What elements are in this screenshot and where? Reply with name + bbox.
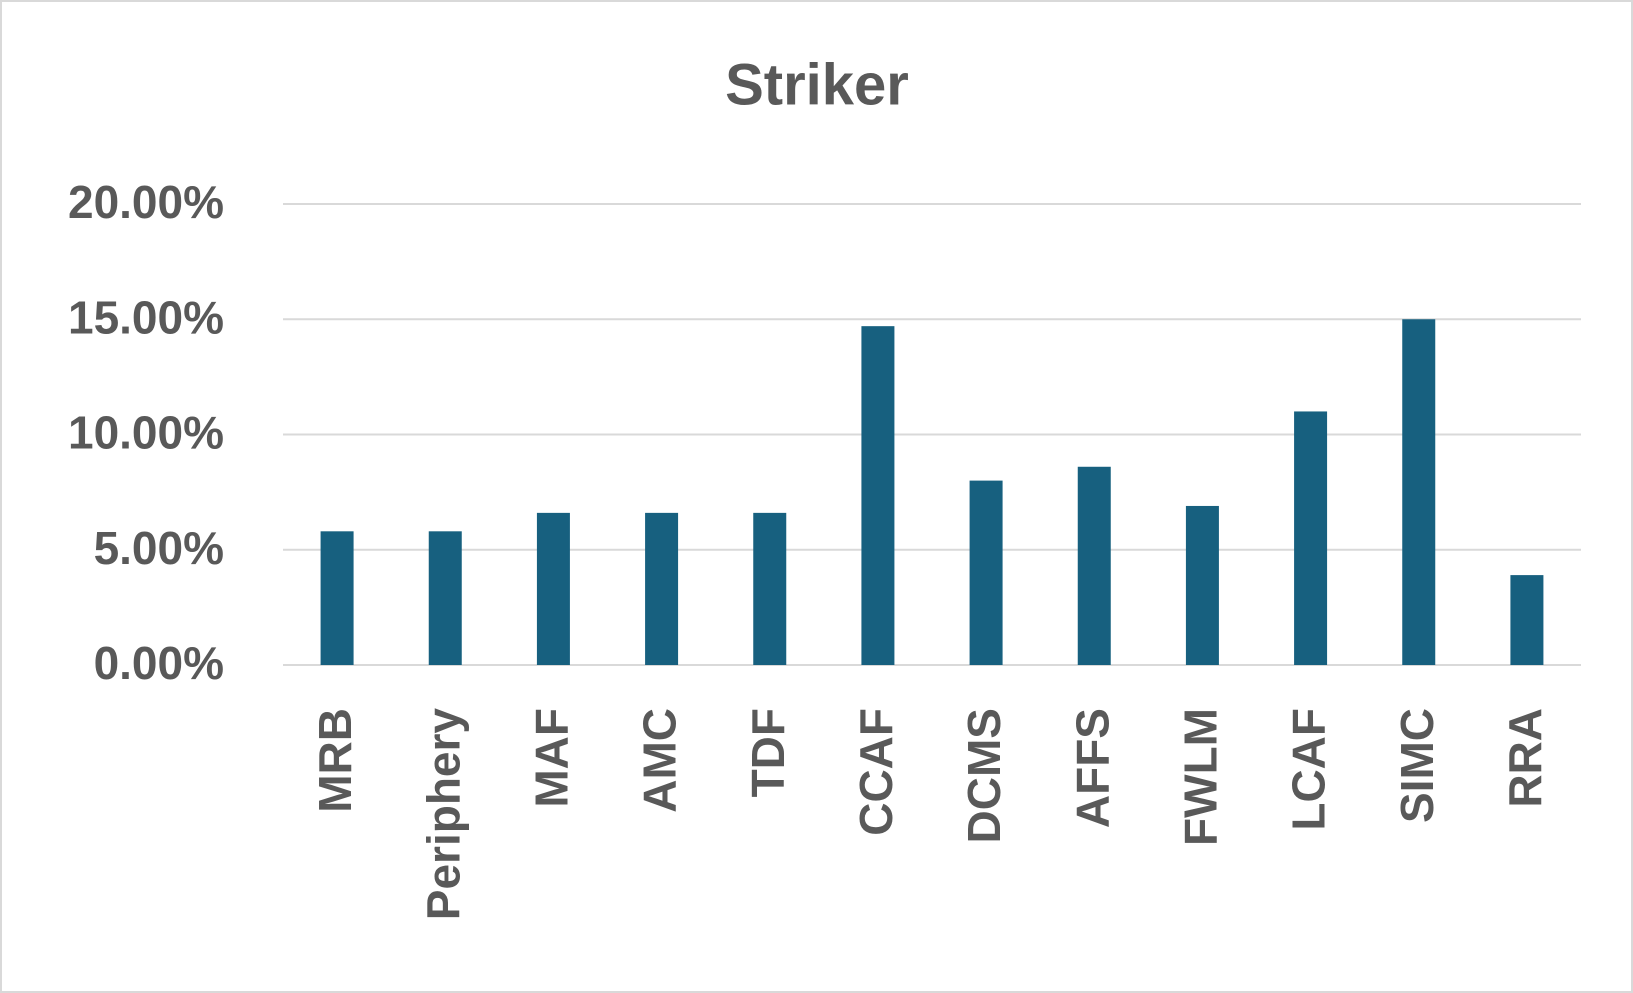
bar	[320, 531, 354, 665]
x-tick-label: AFFS	[1066, 708, 1118, 828]
y-tick-label: 20.00%	[68, 176, 224, 228]
x-tick-label: TDF	[742, 708, 794, 797]
y-tick-label: 0.00%	[94, 637, 224, 689]
y-tick-label: 10.00%	[68, 407, 224, 459]
y-tick-label: 5.00%	[94, 522, 224, 574]
x-tick-label: FWLM	[1175, 708, 1227, 846]
bar	[1294, 411, 1328, 665]
x-tick-label: CCAF	[850, 708, 902, 836]
bar	[1510, 575, 1544, 665]
bar	[1185, 505, 1219, 665]
bar	[645, 512, 679, 665]
bar	[536, 512, 570, 665]
bar	[753, 512, 787, 665]
chart-title: Striker	[725, 52, 909, 117]
x-tick-label: MRB	[309, 708, 361, 813]
x-tick-label: RRA	[1499, 708, 1551, 808]
bar	[969, 480, 1003, 665]
x-tick-label: SIMC	[1391, 708, 1443, 823]
x-tick-label: DCMS	[958, 708, 1010, 843]
x-tick-label: MAF	[526, 708, 578, 808]
x-tick-label: Periphery	[417, 708, 469, 921]
x-tick-label: AMC	[634, 708, 686, 813]
y-tick-label: 15.00%	[68, 291, 224, 343]
bar	[861, 326, 895, 665]
x-tick-label: LCAF	[1283, 708, 1335, 831]
bar	[428, 531, 462, 665]
bar	[1077, 466, 1111, 665]
bar	[1402, 319, 1436, 665]
